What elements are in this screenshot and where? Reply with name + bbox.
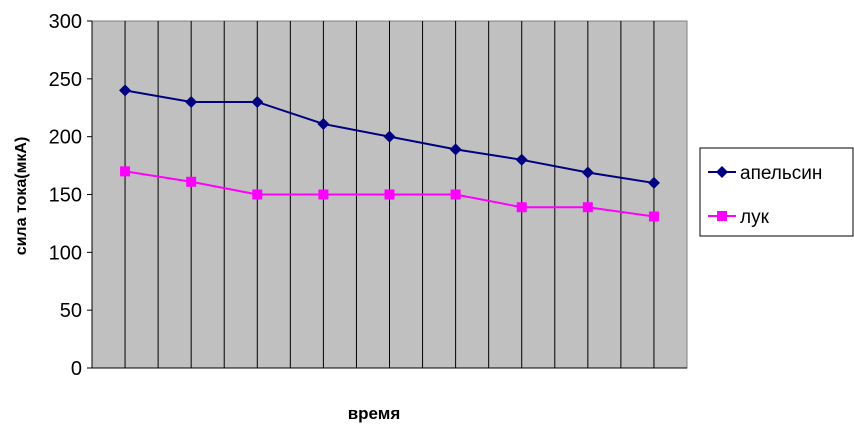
data-point (317, 117, 330, 130)
data-point (383, 130, 396, 143)
legend-box (699, 147, 854, 237)
legend-label: лук (740, 207, 770, 228)
legend-label: апельсин (740, 163, 822, 184)
data-point (252, 189, 263, 200)
legend: апельсин лук (699, 147, 854, 237)
data-point (318, 189, 329, 200)
y-axis-label: сила тока(мкА) (13, 137, 30, 256)
data-point (449, 143, 462, 156)
data-point (647, 176, 660, 189)
data-point (516, 202, 527, 213)
y-tick-label: 0 (71, 358, 82, 380)
data-point (119, 84, 132, 97)
data-point (251, 95, 264, 108)
data-point (582, 202, 593, 213)
y-tick-label: 100 (49, 242, 82, 264)
y-tick-label: 50 (60, 300, 82, 322)
data-point (186, 176, 197, 187)
data-point (648, 211, 659, 222)
y-tick-label: 250 (49, 69, 82, 91)
data-point (450, 189, 461, 200)
series-group (119, 84, 660, 222)
data-point (185, 95, 198, 108)
y-tick-label: 300 (49, 11, 82, 33)
data-point (384, 189, 395, 200)
data-point (515, 153, 528, 166)
x-axis-label: время (348, 404, 401, 423)
legend-marker (717, 211, 727, 221)
data-point (581, 166, 594, 179)
axes-group: 0 50 100 150 200 250 300 (49, 11, 687, 380)
y-tick-label: 150 (49, 185, 82, 207)
legend-marker (716, 166, 728, 178)
data-point (120, 166, 131, 177)
y-tick-label: 200 (49, 127, 82, 149)
